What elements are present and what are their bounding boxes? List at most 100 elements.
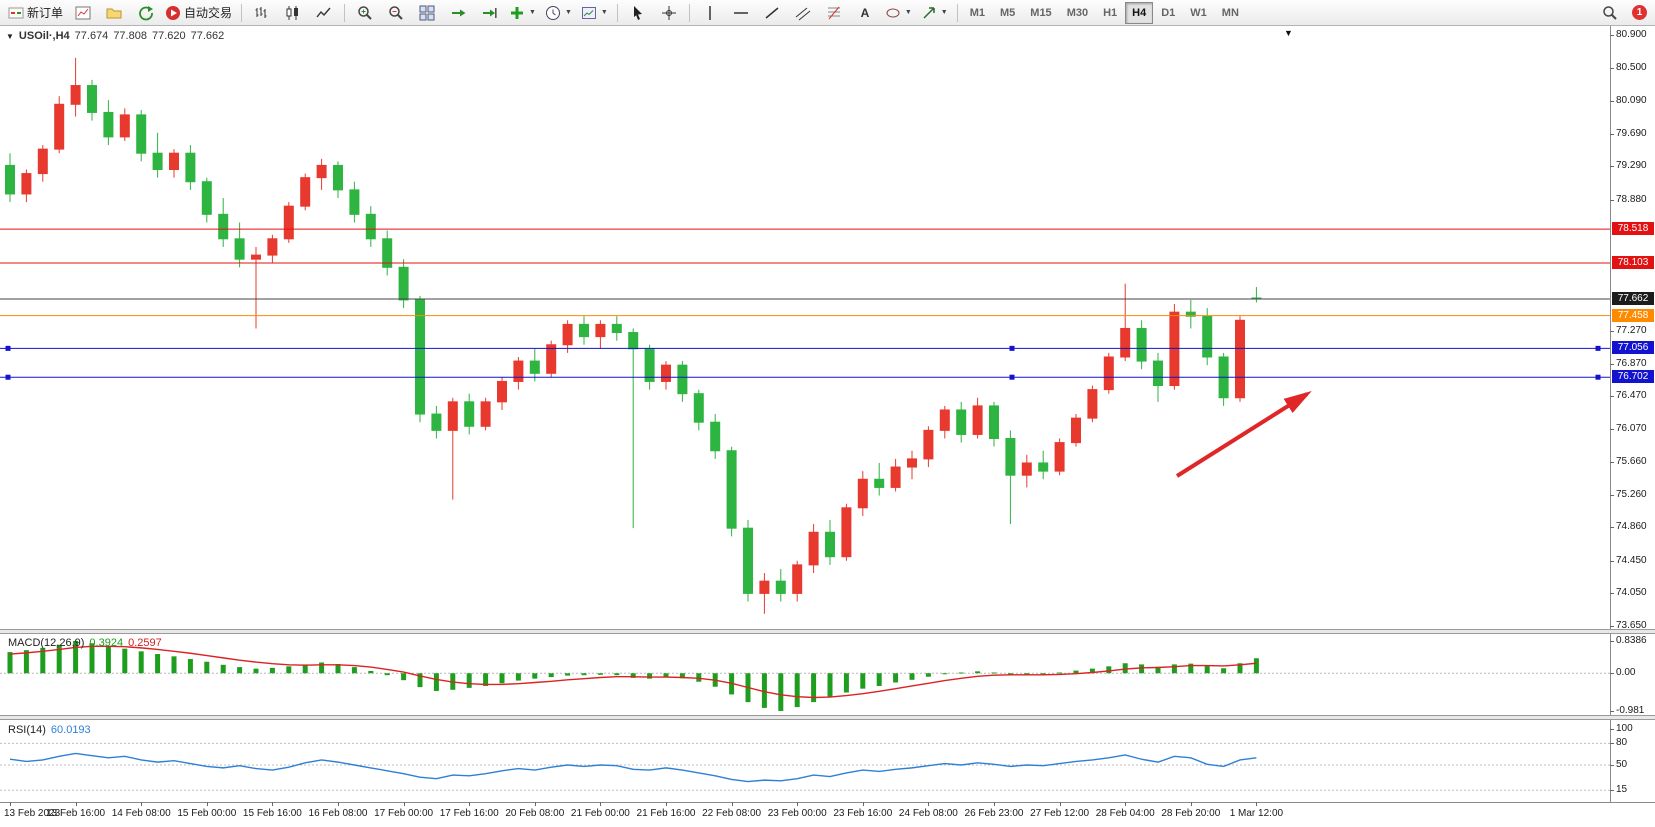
autotrade-icon	[165, 5, 181, 21]
hline-handle[interactable]	[5, 345, 11, 351]
new-chart-button[interactable]	[68, 1, 98, 25]
chart-shift-icon	[481, 5, 497, 21]
toolbar-separator	[344, 3, 346, 22]
rsi-panel-label: RSI(14) 60.0193	[8, 724, 91, 736]
hline-handle[interactable]	[1595, 345, 1601, 351]
line-chart-icon	[316, 5, 332, 21]
periods-icon	[545, 5, 561, 21]
chevron-down-icon: ▼	[940, 9, 948, 16]
channel-icon	[795, 5, 811, 21]
splitter-macd-rsi[interactable]	[0, 715, 1655, 720]
chart-menu-icon[interactable]: ▼	[6, 31, 14, 41]
new-order-label: 新订单	[27, 6, 64, 20]
rsi-value: 60.0193	[50, 724, 91, 736]
autotrade-button[interactable]: 自动交易	[161, 1, 236, 25]
chart-shift-button[interactable]	[474, 1, 504, 25]
indicators-button[interactable]: ▼	[505, 1, 540, 25]
macd-indicator	[0, 640, 1610, 711]
hline-handle[interactable]	[1009, 345, 1015, 351]
shapes-button[interactable]: ▼	[881, 1, 916, 25]
trend-arrow-annotation[interactable]	[1175, 391, 1312, 478]
tile-windows-icon	[419, 5, 435, 21]
tile-windows-button[interactable]	[412, 1, 442, 25]
text-icon: A	[857, 5, 873, 21]
chevron-down-icon: ▼	[904, 9, 912, 16]
hline-handle[interactable]	[5, 374, 11, 380]
toolbar-left-group: 新订单 自动交易 ▼ ▼ ▼ A ▼ ▼	[4, 1, 962, 25]
macd-main-value: 0.3924	[89, 637, 124, 649]
vline-button[interactable]	[695, 1, 725, 25]
new-order-icon	[8, 5, 24, 21]
cursor-button[interactable]	[623, 1, 653, 25]
notification-badge[interactable]: 1	[1632, 5, 1647, 20]
toolbar-separator	[688, 3, 690, 22]
quote-low: 77.620	[151, 30, 186, 42]
hline-icon	[733, 5, 749, 21]
new-chart-icon	[75, 5, 91, 21]
trendline-button[interactable]	[757, 1, 787, 25]
timeframe-group: M1 M5 M15 M30 H1 H4 D1 W1 MN	[963, 1, 1246, 24]
chart-header: ▼ USOil·,H4 77.674 77.808 77.620 77.662	[6, 30, 224, 42]
quote-close: 77.662	[190, 30, 225, 42]
hline-handle[interactable]	[1595, 374, 1601, 380]
trendline-icon	[764, 5, 780, 21]
shapes-icon	[885, 5, 901, 21]
search-button[interactable]	[1595, 1, 1625, 25]
crosshair-icon	[661, 5, 677, 21]
timeframe-w1-button[interactable]: W1	[1190, 6, 1207, 19]
profiles-button[interactable]	[99, 1, 129, 25]
timeframe-mn-button[interactable]: MN	[1221, 6, 1239, 19]
rsi-name: RSI(14)	[8, 724, 46, 736]
autotrade-label: 自动交易	[184, 6, 233, 20]
splitter-main-macd[interactable]	[0, 629, 1655, 634]
zoom-in-button[interactable]	[350, 1, 380, 25]
refresh-button[interactable]	[130, 1, 160, 25]
vline-icon	[702, 5, 718, 21]
toolbar-separator	[616, 3, 618, 22]
candlestick-button[interactable]	[278, 1, 308, 25]
timeframe-h4-button[interactable]: H4	[1125, 1, 1154, 24]
quote-open: 77.674	[74, 30, 109, 42]
templates-icon	[581, 5, 597, 21]
zoom-out-icon	[388, 5, 404, 21]
line-chart-button[interactable]	[309, 1, 339, 25]
hline-button[interactable]	[726, 1, 756, 25]
zoom-in-icon	[357, 5, 373, 21]
rsi-indicator	[0, 742, 1610, 791]
arrows-button[interactable]: ▼	[917, 1, 952, 25]
auto-scroll-icon	[450, 5, 466, 21]
indicators-icon	[509, 5, 525, 21]
timeframe-m5-button[interactable]: M5	[1000, 6, 1016, 19]
auto-scroll-button[interactable]	[443, 1, 473, 25]
hline-handle[interactable]	[1009, 374, 1015, 380]
channel-button[interactable]	[788, 1, 818, 25]
new-order-button[interactable]: 新订单	[4, 1, 67, 25]
candles-series	[5, 57, 1262, 614]
bar-chart-icon	[254, 5, 270, 21]
chart-shift-marker[interactable]: ▼	[1284, 28, 1293, 38]
macd-name: MACD(12,26,9)	[8, 637, 85, 649]
profiles-icon	[106, 5, 122, 21]
timeframe-m30-button[interactable]: M30	[1066, 6, 1089, 19]
timeframe-m1-button[interactable]: M1	[969, 6, 985, 19]
timeframe-d1-button[interactable]: D1	[1161, 6, 1176, 19]
candlestick-icon	[285, 5, 301, 21]
toolbar-separator	[956, 3, 958, 22]
fibonacci-button[interactable]	[819, 1, 849, 25]
cursor-icon	[630, 5, 646, 21]
periods-button[interactable]: ▼	[541, 1, 576, 25]
macd-panel-label: MACD(12,26,9) 0.3924 0.2597	[8, 637, 162, 649]
zoom-out-button[interactable]	[381, 1, 411, 25]
timeframe-m15-button[interactable]: M15	[1030, 6, 1052, 19]
horizontal-lines	[0, 228, 1610, 380]
search-icon	[1602, 5, 1618, 21]
toolbar-separator	[241, 3, 243, 22]
text-button[interactable]: A	[850, 1, 880, 25]
templates-button[interactable]: ▼	[577, 1, 612, 25]
timeframe-h1-button[interactable]: H1	[1103, 6, 1118, 19]
fibonacci-icon	[826, 5, 842, 21]
arrows-icon	[921, 5, 937, 21]
bar-chart-button[interactable]	[247, 1, 277, 25]
crosshair-button[interactable]	[654, 1, 684, 25]
